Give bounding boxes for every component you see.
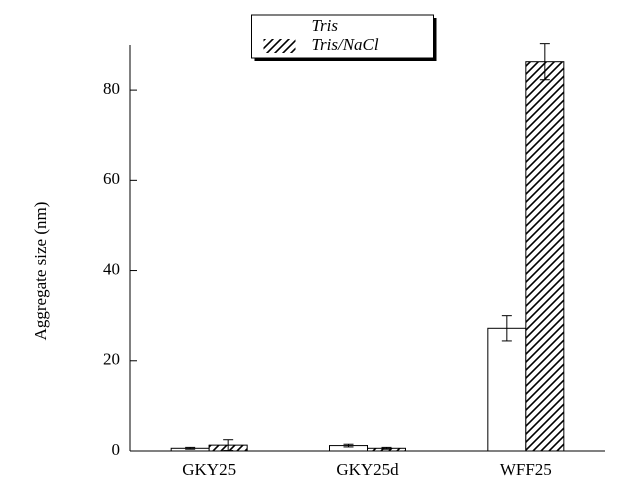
y-tick-label: 40 xyxy=(103,259,120,278)
legend-swatch xyxy=(263,39,296,53)
y-axis-label: Aggregate size (nm) xyxy=(31,202,50,341)
legend-label: Tris xyxy=(312,16,339,35)
x-tick-label: GKY25 xyxy=(182,460,236,479)
bar xyxy=(487,327,527,452)
x-tick-label: GKY25d xyxy=(336,460,399,479)
bar xyxy=(525,61,565,452)
y-tick-label: 20 xyxy=(103,350,120,369)
y-tick-label: 0 xyxy=(112,440,121,459)
legend-label: Tris/NaCl xyxy=(312,35,379,54)
legend-swatch xyxy=(263,20,296,34)
y-tick-label: 60 xyxy=(103,169,120,188)
x-tick-label: WFF25 xyxy=(500,460,552,479)
y-tick-label: 80 xyxy=(103,79,120,98)
